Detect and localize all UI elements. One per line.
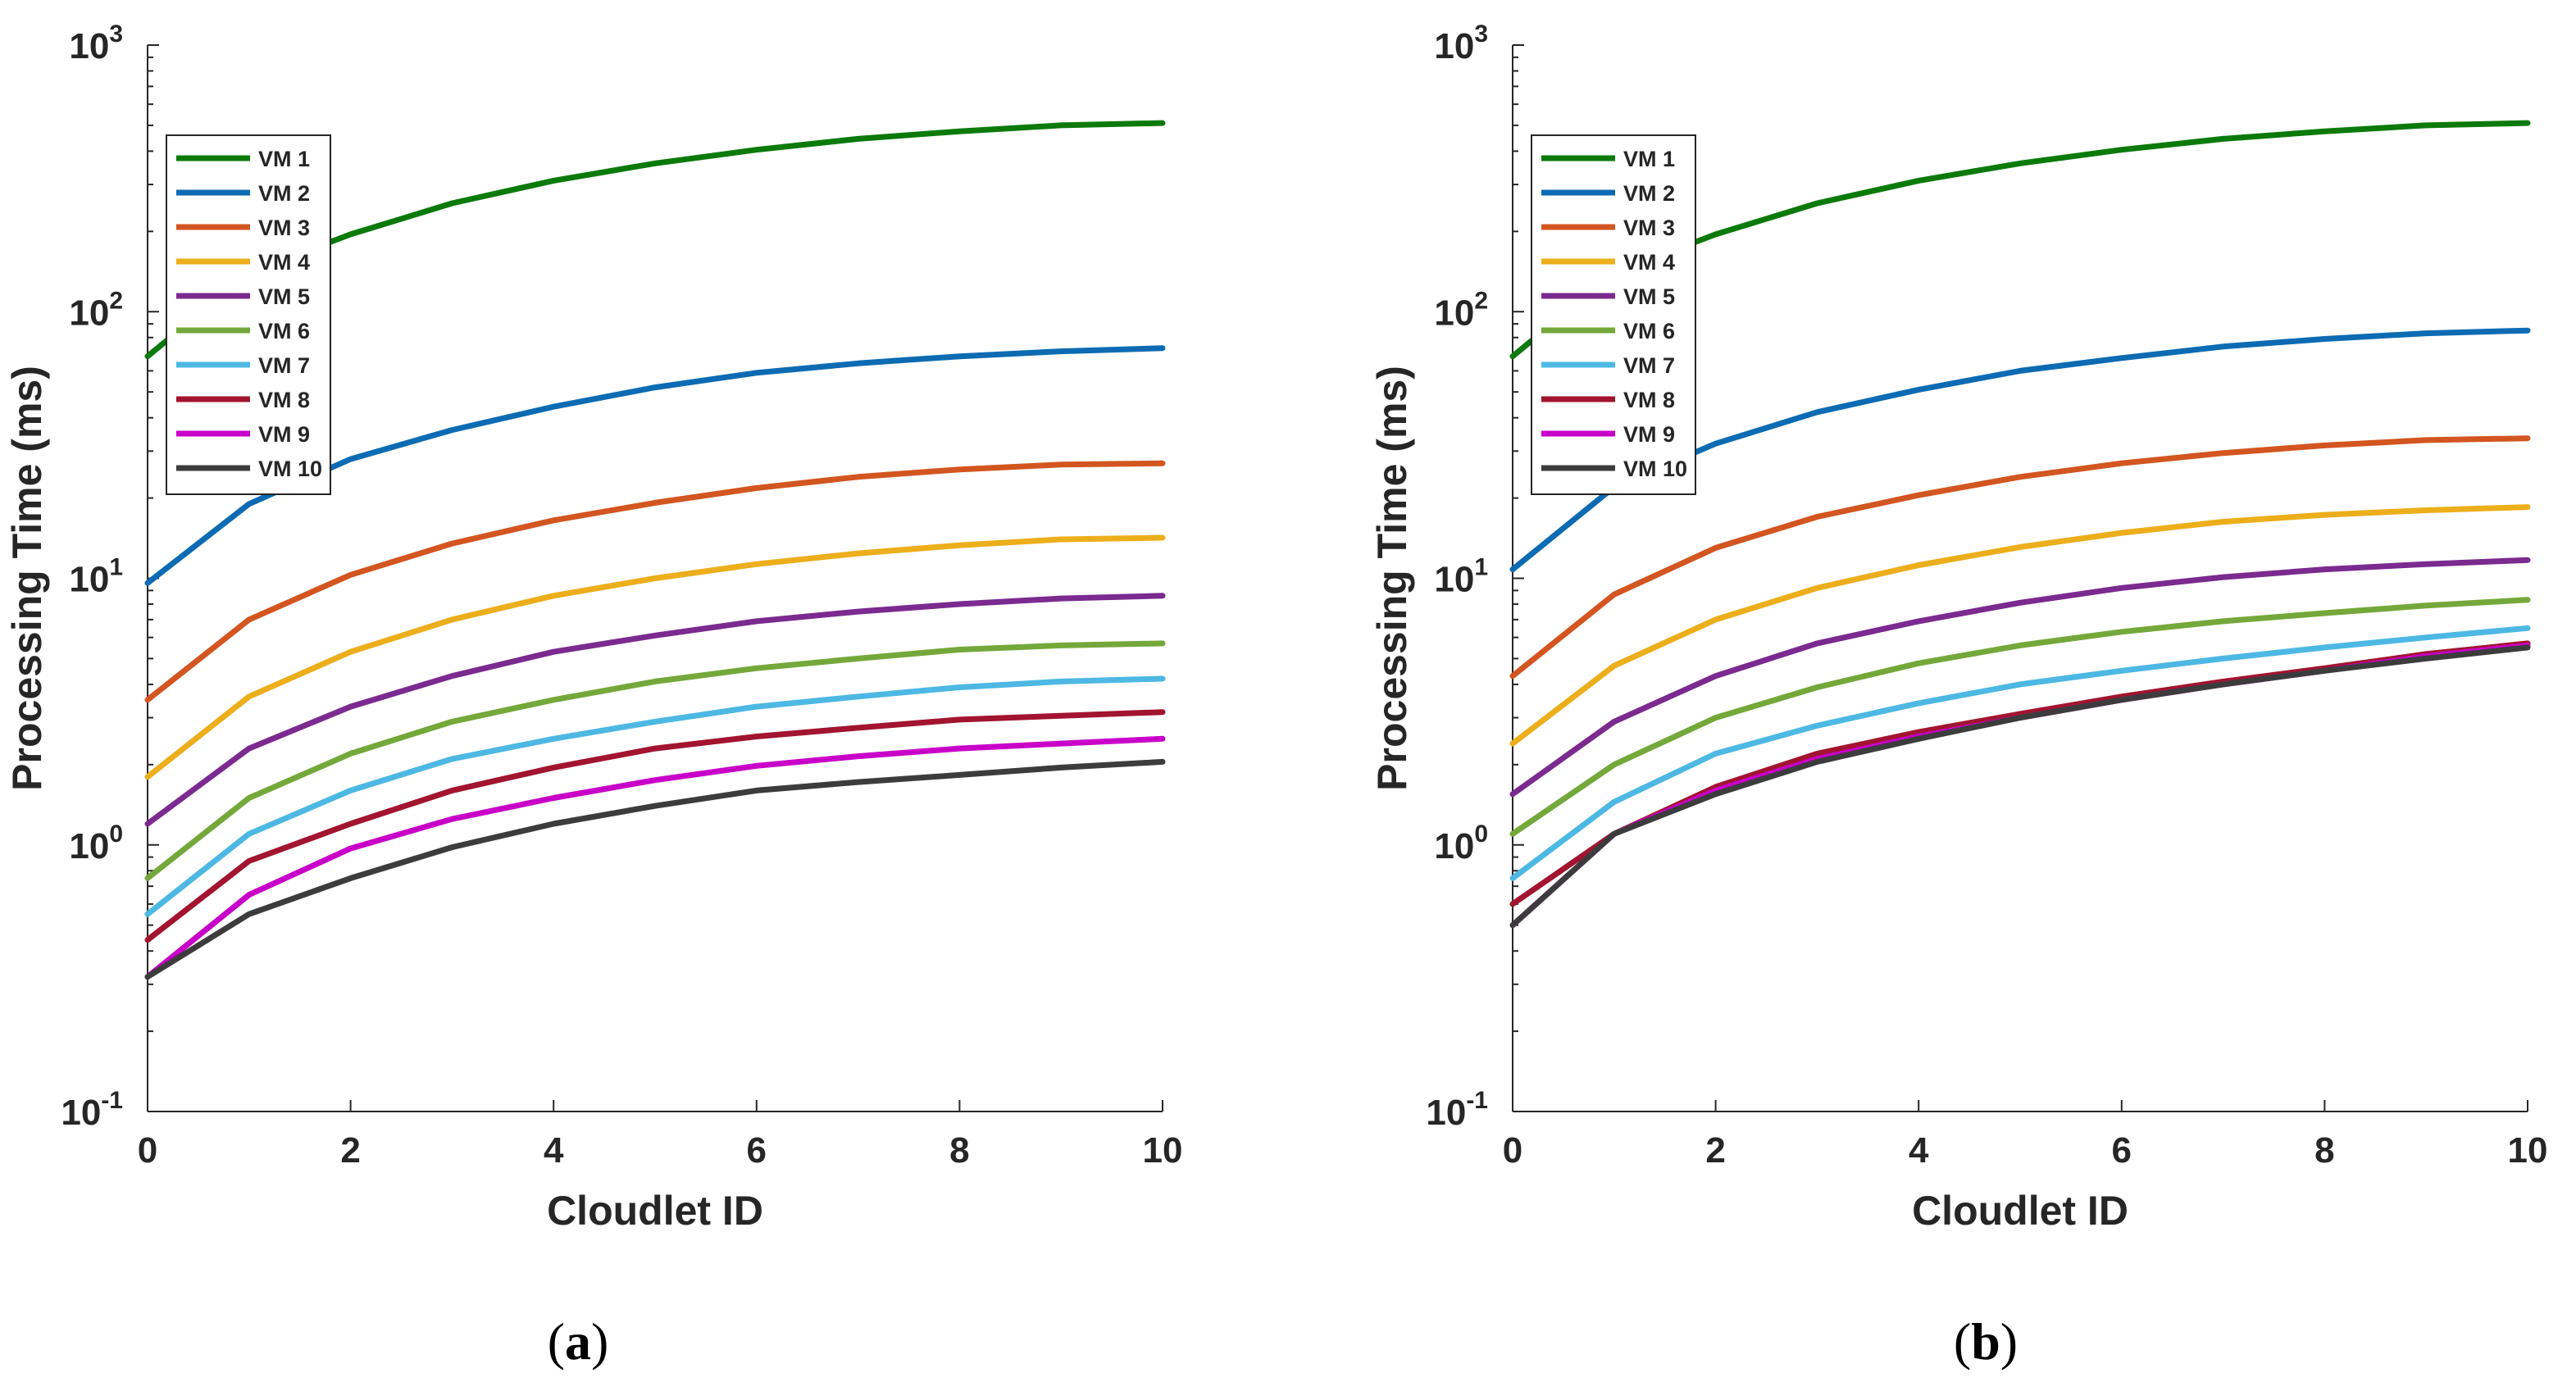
y-tick-label: 103	[1434, 20, 1488, 66]
x-tick-label: 4	[1909, 1130, 1929, 1171]
series-line-vm-8	[144, 709, 1166, 943]
y-tick-label: 102	[1434, 287, 1488, 333]
legend-label-vm-3: VM 3	[1623, 216, 1675, 240]
x-tick-label: 8	[2314, 1130, 2334, 1171]
legend-label-vm-7: VM 7	[1623, 353, 1675, 378]
y-tick-label: 103	[69, 20, 123, 66]
y-tick-exponent: 2	[109, 287, 123, 314]
y-tick-exponent: 1	[1474, 554, 1488, 581]
y-tick-label: 10-1	[61, 1087, 123, 1133]
legend: VM 1 VM 2 VM 3 VM 4 VM 5 VM 6 VM 7 VM 8 VM 9 VM 1…	[1531, 134, 1696, 495]
x-tick-label: 0	[1503, 1130, 1522, 1171]
legend-label-vm-5: VM 5	[258, 284, 310, 309]
legend-label-vm-8: VM 8	[1623, 388, 1675, 412]
series-line-vm-7	[1509, 625, 2531, 881]
x-axis-label: Cloudlet ID	[1912, 1188, 2128, 1234]
series-line-vm-5	[1509, 557, 2531, 798]
y-tick-exponent: 0	[109, 821, 123, 848]
legend-label-vm-3: VM 3	[258, 216, 310, 240]
y-tick-exponent: 0	[1474, 821, 1488, 848]
series-line-vm-10	[1509, 644, 2531, 929]
y-tick-base: 10	[1434, 560, 1474, 600]
y-tick-exponent: -1	[101, 1087, 123, 1114]
series-line-vm-4	[1509, 504, 2531, 747]
caption-letter: a	[565, 1312, 591, 1371]
y-tick-label: 10-1	[1426, 1087, 1488, 1133]
y-tick-exponent: 1	[109, 554, 123, 581]
series-line-vm-10	[144, 758, 1166, 980]
x-tick-label: 4	[544, 1130, 564, 1171]
legend-label-vm-6: VM 6	[1623, 319, 1675, 343]
legend-label-vm-2: VM 2	[258, 181, 310, 206]
y-tick-label: 101	[69, 554, 123, 600]
y-tick-base: 10	[69, 26, 109, 66]
x-tick-label: 8	[949, 1130, 969, 1171]
caption-close: )	[591, 1312, 608, 1371]
y-tick-base: 10	[69, 560, 109, 600]
series-line-vm-3	[144, 460, 1166, 703]
caption-close: )	[2000, 1312, 2018, 1371]
x-tick-label: 2	[340, 1130, 360, 1171]
caption-open: (	[548, 1312, 565, 1371]
series-line-vm-7	[144, 675, 1166, 917]
y-axis-label: Processing Time (ms)	[4, 366, 50, 791]
series-line-vm-5	[144, 593, 1166, 827]
legend-label-vm-2: VM 2	[1623, 181, 1675, 206]
x-tick-label: 10	[1143, 1130, 1183, 1171]
y-tick-base: 10	[61, 1093, 101, 1133]
y-tick-label: 100	[69, 821, 123, 866]
y-tick-exponent: -1	[1466, 1087, 1488, 1114]
series-line-vm-6	[1509, 597, 2531, 837]
x-tick-label: 10	[2508, 1130, 2548, 1171]
panel-caption: (a)	[548, 1312, 609, 1371]
y-tick-base: 10	[1426, 1093, 1466, 1133]
legend-label-vm-10: VM 10	[1623, 457, 1687, 481]
legend-label-vm-9: VM 9	[258, 422, 310, 447]
x-tick-label: 2	[1705, 1130, 1725, 1171]
y-tick-label: 100	[1434, 821, 1488, 866]
x-tick-label: 0	[138, 1130, 157, 1171]
series-line-vm-3	[1509, 435, 2531, 680]
legend-label-vm-4: VM 4	[1623, 250, 1675, 275]
y-tick-exponent: 3	[1474, 20, 1488, 48]
legend-label-vm-10: VM 10	[258, 457, 322, 481]
caption-letter: b	[1971, 1312, 2000, 1371]
y-tick-label: 101	[1434, 554, 1488, 600]
x-tick-label: 6	[2112, 1130, 2132, 1171]
legend-label-vm-6: VM 6	[258, 319, 310, 343]
y-tick-base: 10	[1434, 293, 1474, 333]
series-line-vm-9	[1509, 642, 2531, 929]
legend-label-vm-4: VM 4	[258, 250, 310, 275]
panel-caption: (b)	[1954, 1312, 2018, 1371]
y-tick-exponent: 2	[1474, 287, 1488, 314]
y-tick-base: 10	[1434, 26, 1474, 66]
x-tick-label: 6	[747, 1130, 767, 1171]
legend-label-vm-7: VM 7	[258, 353, 310, 378]
caption-open: (	[1954, 1312, 1971, 1371]
legend-label-vm-8: VM 8	[258, 388, 310, 412]
y-tick-base: 10	[69, 293, 109, 333]
y-tick-base: 10	[1434, 826, 1474, 866]
legend-label-vm-5: VM 5	[1623, 284, 1675, 309]
series-line-vm-6	[144, 640, 1166, 881]
y-tick-exponent: 3	[109, 20, 123, 48]
y-tick-base: 10	[69, 826, 109, 866]
legend-label-vm-9: VM 9	[1623, 422, 1675, 447]
legend-label-vm-1: VM 1	[1623, 147, 1675, 171]
y-tick-label: 102	[69, 287, 123, 333]
y-axis-label: Processing Time (ms)	[1369, 366, 1415, 791]
x-axis-label: Cloudlet ID	[547, 1188, 763, 1234]
series-line-vm-4	[144, 534, 1166, 780]
legend-label-vm-1: VM 1	[258, 147, 310, 171]
legend: VM 1 VM 2 VM 3 VM 4 VM 5 VM 6 VM 7 VM 8 VM 9 VM 1…	[166, 134, 331, 495]
series-line-vm-9	[144, 735, 1166, 980]
